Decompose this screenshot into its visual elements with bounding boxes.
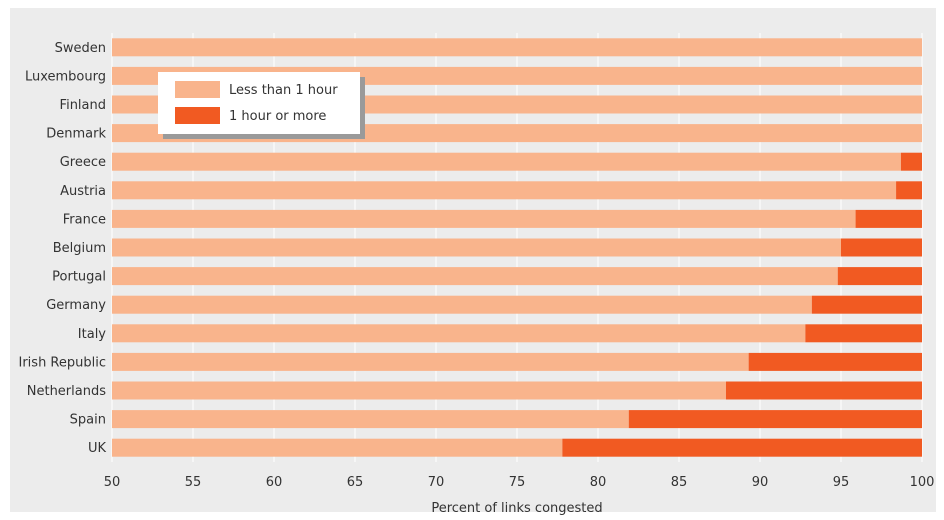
- category-label: Finland: [60, 98, 106, 113]
- x-tick-label: 85: [671, 475, 688, 490]
- bar-1-hour-or-more: [855, 209, 922, 228]
- bar-less-than-1-hour: [112, 38, 922, 57]
- x-tick-label: 90: [752, 475, 769, 490]
- bar-1-hour-or-more: [900, 152, 922, 171]
- x-tick-label: 65: [347, 475, 364, 490]
- category-labels: Sweden Luxembourg Finland Denmark Greece Aust…: [19, 41, 107, 456]
- bar-1-hour-or-more: [725, 381, 922, 400]
- x-tick-label: 80: [590, 475, 607, 490]
- bar-1-hour-or-more: [837, 267, 922, 286]
- category-label: Belgium: [53, 241, 106, 256]
- x-tick-label: 100: [910, 475, 935, 490]
- bar-1-hour-or-more: [805, 324, 922, 343]
- category-label: Austria: [60, 184, 106, 199]
- bars: [112, 38, 922, 457]
- bar-less-than-1-hour: [112, 181, 897, 200]
- category-label: Portugal: [52, 270, 106, 285]
- bar-1-hour-or-more: [896, 181, 922, 200]
- legend-swatch: [175, 107, 220, 124]
- bar-1-hour-or-more: [562, 438, 922, 457]
- bar-less-than-1-hour: [112, 295, 812, 314]
- bar-less-than-1-hour: [112, 381, 726, 400]
- category-label: Italy: [78, 327, 107, 342]
- x-tick-label: 70: [428, 475, 445, 490]
- bar-less-than-1-hour: [112, 324, 806, 343]
- bar-1-hour-or-more: [628, 410, 922, 429]
- category-label: Greece: [60, 155, 106, 170]
- bar-less-than-1-hour: [112, 438, 563, 457]
- bar-less-than-1-hour: [112, 352, 749, 371]
- x-tick-label: 50: [104, 475, 121, 490]
- bar-less-than-1-hour: [112, 410, 629, 429]
- category-label: UK: [88, 441, 107, 456]
- category-label: Luxembourg: [25, 69, 106, 84]
- category-label: Denmark: [46, 127, 106, 142]
- bar-less-than-1-hour: [112, 267, 838, 286]
- category-label: France: [63, 212, 106, 227]
- legend-swatch: [175, 81, 220, 98]
- bar-1-hour-or-more: [748, 352, 922, 371]
- bar-less-than-1-hour: [112, 152, 901, 171]
- legend: Less than 1 hour 1 hour or more: [158, 72, 365, 139]
- x-tick-label: 95: [833, 475, 850, 490]
- bar-less-than-1-hour: [112, 209, 856, 228]
- x-axis-title: Percent of links congested: [431, 501, 602, 516]
- category-label: Germany: [46, 298, 106, 313]
- bar-less-than-1-hour: [112, 238, 841, 257]
- category-label: Spain: [70, 413, 106, 428]
- x-tick-label: 75: [509, 475, 526, 490]
- category-label: Netherlands: [27, 384, 106, 399]
- x-tick-label: 55: [185, 475, 202, 490]
- x-tick-label: 60: [266, 475, 283, 490]
- category-label: Sweden: [55, 41, 106, 56]
- category-label: Irish Republic: [19, 355, 107, 370]
- legend-label: 1 hour or more: [229, 109, 326, 124]
- bar-1-hour-or-more: [841, 238, 922, 257]
- legend-label: Less than 1 hour: [229, 83, 338, 98]
- bar-1-hour-or-more: [811, 295, 922, 314]
- x-tick-labels: 50 55 60 65 70 75 80 85 90 95 100: [104, 475, 935, 490]
